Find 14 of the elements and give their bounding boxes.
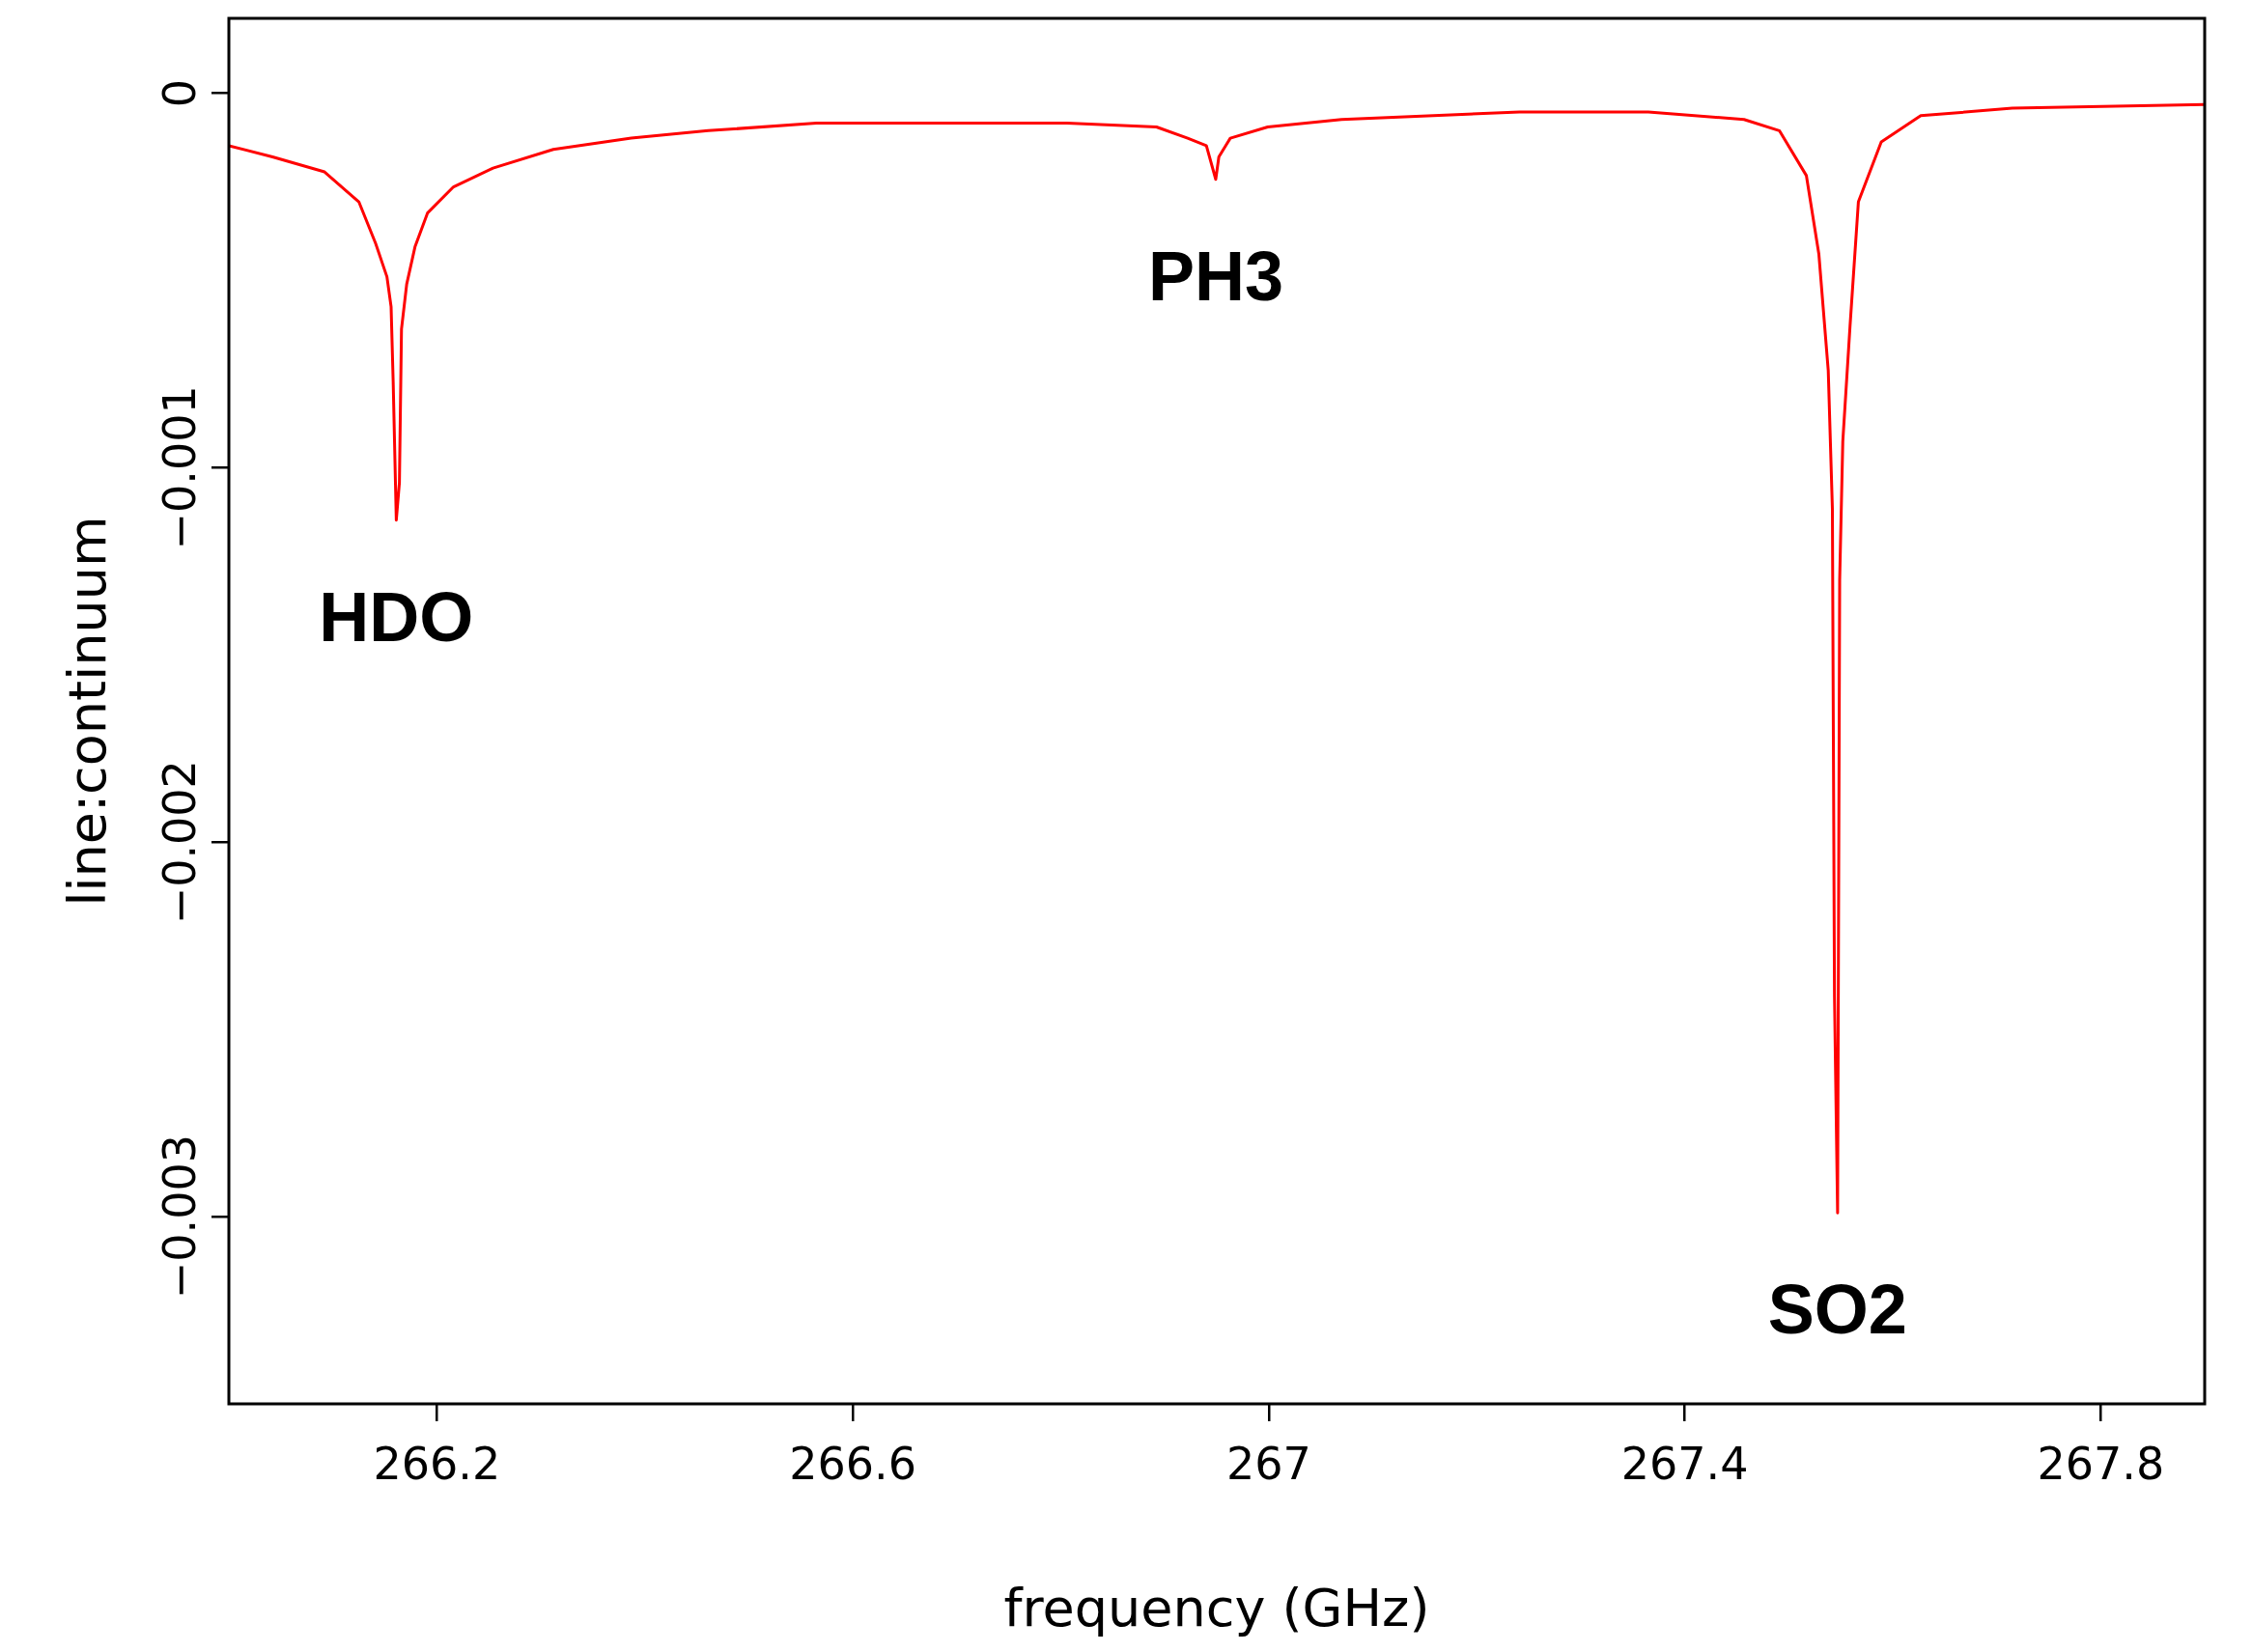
y-tick-label: 0 bbox=[153, 78, 206, 108]
y-axis-title: line:continuum bbox=[57, 516, 119, 907]
y-tick-label: −0.003 bbox=[153, 1134, 206, 1300]
x-axis-title: frequency (GHz) bbox=[1003, 1578, 1430, 1639]
annotation: PH3 bbox=[1147, 237, 1283, 315]
y-tick-label: −0.002 bbox=[153, 760, 206, 925]
x-tick-label: 267.4 bbox=[1620, 1437, 1749, 1490]
y-tick-label: −0.001 bbox=[153, 385, 206, 550]
x-tick-label: 266.6 bbox=[789, 1437, 916, 1490]
x-tick-label: 266.2 bbox=[373, 1437, 501, 1490]
x-tick-label: 267 bbox=[1225, 1437, 1311, 1490]
x-tick-label: 267.8 bbox=[2037, 1437, 2165, 1490]
annotation: SO2 bbox=[1767, 1271, 1907, 1349]
annotation: HDO bbox=[319, 577, 474, 656]
